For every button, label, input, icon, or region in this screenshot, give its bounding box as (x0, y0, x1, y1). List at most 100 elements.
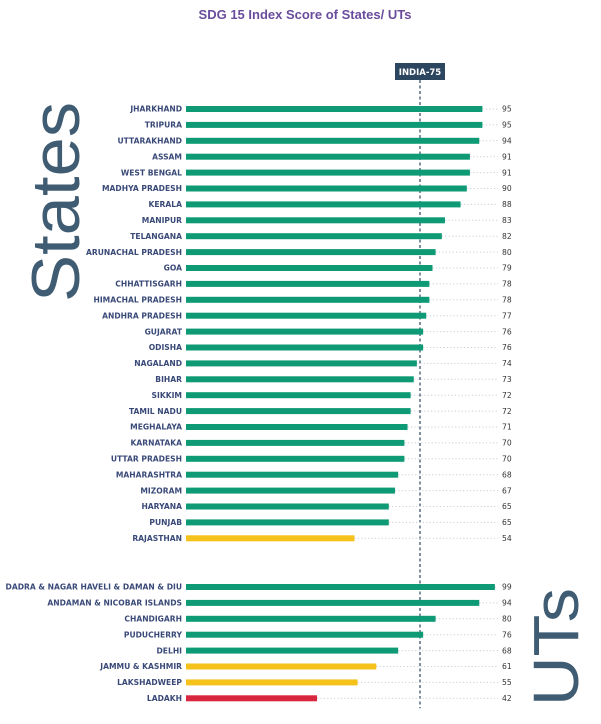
category-label: ANDAMAN & NICOBAR ISLANDS (47, 599, 182, 608)
data-label: 71 (502, 423, 512, 432)
data-label: 65 (502, 502, 512, 511)
bar (186, 217, 445, 224)
reference-badge (395, 63, 445, 80)
bar (186, 631, 424, 638)
category-label: JAMMU & KASHMIR (99, 662, 182, 671)
bar (186, 615, 436, 622)
data-label: 80 (502, 615, 512, 624)
data-label: 65 (502, 518, 512, 527)
category-label: ANDHRA PRADESH (102, 311, 182, 320)
category-label: TELANGANA (130, 232, 182, 241)
bar (186, 535, 355, 542)
category-label: DELHI (156, 646, 182, 655)
data-label: 74 (502, 359, 512, 368)
bar (186, 695, 318, 702)
bar (186, 106, 483, 112)
data-label: 95 (502, 105, 512, 114)
india-reference-group: INDIA-75 (395, 63, 445, 709)
bar (186, 312, 427, 319)
category-label: RAJASTHAN (132, 534, 182, 543)
bar (186, 233, 442, 240)
category-label: MAHARASHTRA (116, 470, 182, 479)
category-label: HARYANA (141, 502, 182, 511)
category-label: MANIPUR (142, 216, 182, 225)
data-label: 82 (502, 232, 512, 241)
data-label: 80 (502, 248, 512, 257)
data-label: 70 (502, 455, 512, 464)
bar (186, 408, 411, 415)
bar (186, 392, 411, 399)
category-label: PUDUCHERRY (124, 630, 183, 639)
data-label: 76 (502, 630, 512, 639)
category-label: JHARKHAND (129, 105, 182, 114)
bars-group: JHARKHAND 95 TRIPURA 95 UTTARAKHAND 94 ASSAM 91… (6, 105, 512, 703)
data-label: 76 (502, 343, 512, 352)
category-label: MEGHALAYA (130, 423, 182, 432)
data-label: 78 (502, 280, 512, 289)
category-label: KERALA (148, 200, 182, 209)
bar (186, 471, 399, 478)
chart-title: SDG 15 Index Score of States/ UTs (199, 7, 412, 22)
category-label: TAMIL NADU (129, 407, 182, 416)
category-label: MIZORAM (140, 486, 182, 495)
category-label: UTTARAKHAND (118, 137, 183, 146)
category-label: MADHYA PRADESH (102, 184, 182, 193)
category-label: UTTAR PRADESH (111, 455, 182, 464)
data-label: 78 (502, 296, 512, 305)
category-label: DADRA & NAGAR HAVELI & DAMAN & DIU (6, 583, 182, 592)
bar (186, 455, 405, 462)
bar (186, 503, 389, 510)
data-label: 70 (502, 439, 512, 448)
bar (186, 679, 358, 686)
bar (186, 185, 467, 192)
bar (186, 121, 483, 128)
category-label: LADAKH (147, 694, 182, 703)
data-label: 42 (502, 694, 512, 703)
data-label: 77 (502, 311, 512, 320)
category-label: WEST BENGAL (121, 168, 182, 177)
category-label: GOA (164, 264, 182, 273)
group-titles: States UTs (18, 102, 592, 706)
bar (186, 137, 480, 144)
bar (186, 663, 377, 670)
category-label: CHANDIGARH (124, 615, 182, 624)
data-label: 76 (502, 327, 512, 336)
data-label: 90 (502, 184, 512, 193)
bar (186, 376, 414, 383)
data-label: 72 (502, 407, 512, 416)
data-label: 68 (502, 646, 512, 655)
data-label: 73 (502, 375, 512, 384)
category-label: ARUNACHAL PRADESH (86, 248, 182, 257)
states-group-title: States (18, 102, 94, 302)
bar (186, 328, 424, 335)
data-label: 91 (502, 168, 512, 177)
bar (186, 519, 389, 526)
data-label: 91 (502, 152, 512, 161)
category-label: BIHAR (155, 375, 182, 384)
category-label: LAKSHADWEEP (117, 678, 182, 687)
bar (186, 424, 408, 430)
category-label: CHHATTISGARH (115, 280, 182, 289)
bar (186, 360, 417, 367)
category-label: SIKKIM (152, 391, 182, 400)
category-label: NAGALAND (134, 359, 182, 368)
data-label: 55 (502, 678, 512, 687)
bar (186, 169, 470, 176)
data-label: 88 (502, 200, 512, 209)
category-label: PUNJAB (149, 518, 182, 527)
reference-label: INDIA-75 (399, 68, 442, 78)
data-label: 72 (502, 391, 512, 400)
category-label: KARNATAKA (131, 439, 183, 448)
category-label: ODISHA (149, 343, 182, 352)
bar (186, 344, 424, 351)
bar (186, 599, 480, 606)
data-label: 83 (502, 216, 512, 225)
bar (186, 249, 436, 256)
data-label: 67 (502, 486, 512, 495)
data-label: 79 (502, 264, 512, 273)
data-label: 95 (502, 121, 512, 130)
bar (186, 265, 433, 271)
bar (186, 647, 399, 654)
data-label: 68 (502, 470, 512, 479)
